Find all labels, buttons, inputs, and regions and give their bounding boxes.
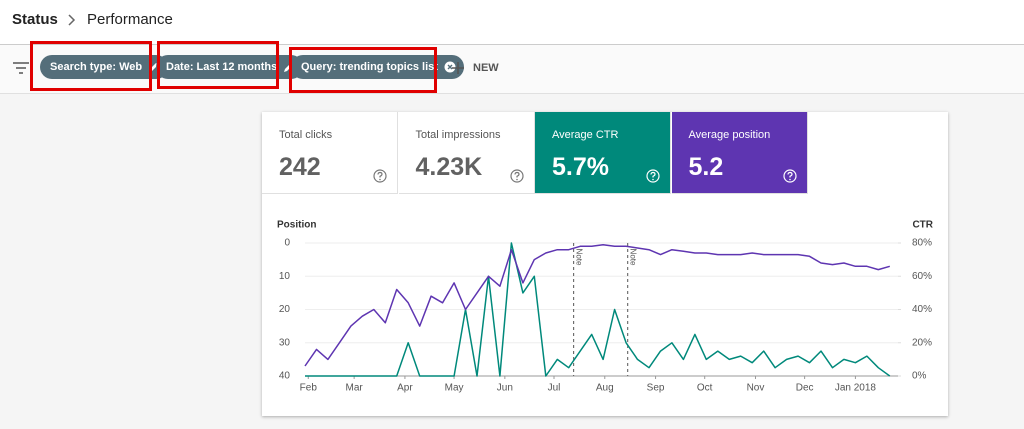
- highlight-box: [30, 41, 152, 91]
- y-tick-label: 20: [279, 304, 291, 315]
- metric-tile[interactable]: Average CTR 5.7%: [535, 112, 671, 194]
- x-tick-label: Jan 2018: [835, 383, 877, 394]
- metric-label: Average CTR: [552, 129, 619, 141]
- chip-label: Query: trending topics list: [301, 61, 438, 73]
- y-tick-label: 40: [279, 371, 291, 382]
- help-icon[interactable]: [646, 169, 660, 183]
- chart: Position CTR 0 10 20 30 40 0% 20% 40% 60% 80% Feb M…: [277, 220, 934, 394]
- y2-tick-label: 0%: [912, 371, 927, 382]
- breadcrumb[interactable]: Status: [12, 11, 58, 28]
- filter-bar: Search type: Web Date: Last 12 months Qu…: [0, 45, 1024, 94]
- x-tick-label: Jun: [497, 383, 513, 394]
- y2-tick-label: 80%: [912, 238, 932, 249]
- metric-tile[interactable]: Total impressions 4.23K: [398, 112, 535, 194]
- metric-tile[interactable]: Total clicks 242: [262, 112, 398, 194]
- note-label: Note: [575, 249, 584, 266]
- metric-tile[interactable]: Average position 5.2: [671, 112, 808, 194]
- x-tick-label: Jul: [548, 383, 561, 394]
- x-tick-label: Feb: [300, 383, 318, 394]
- metric-label: Average position: [688, 129, 771, 141]
- x-tick-label: Mar: [346, 383, 364, 394]
- series-line: [304, 243, 891, 367]
- x-tick-label: Aug: [596, 383, 614, 394]
- x-tick-label: Sep: [647, 383, 665, 394]
- help-icon[interactable]: [373, 169, 387, 183]
- top-bar: Status Performance: [0, 0, 1024, 45]
- series-line: [305, 242, 891, 377]
- help-icon[interactable]: [782, 169, 797, 183]
- chip-label: Date: Last 12 months: [166, 61, 278, 73]
- chevron: [68, 14, 76, 26]
- performance-card: Total clicks 242 Total impressions 4.23K Ave…: [262, 112, 948, 416]
- clear-icon[interactable]: [444, 61, 456, 73]
- filter-icon[interactable]: [13, 61, 29, 75]
- metric-value: 4.23K: [415, 153, 483, 181]
- y-tick-label: 10: [279, 271, 291, 282]
- x-tick-label: Oct: [697, 383, 713, 394]
- page-title: Performance: [87, 11, 173, 28]
- highlight-box: [157, 41, 279, 89]
- chip-label: Search type: Web: [50, 61, 143, 73]
- y-tick-label: 30: [279, 337, 291, 348]
- y-tick-label: 0: [284, 238, 290, 249]
- metric-value: 5.2: [688, 153, 724, 181]
- x-tick-label: May: [445, 383, 464, 394]
- plus-icon[interactable]: [451, 61, 465, 75]
- metric-value: 242: [279, 153, 321, 181]
- x-tick-label: Apr: [397, 383, 413, 394]
- note-label: Note: [629, 249, 638, 266]
- y2-tick-label: 40%: [912, 304, 932, 315]
- metric-value: 5.7%: [552, 153, 609, 181]
- x-tick-label: Dec: [796, 383, 814, 394]
- help-icon[interactable]: [509, 169, 524, 183]
- x-tick-label: Nov: [747, 383, 765, 394]
- new-button[interactable]: NEW: [473, 62, 499, 74]
- y2-tick-label: 60%: [912, 271, 932, 282]
- y-axis-label: Position: [277, 220, 316, 231]
- metric-label: Total impressions: [415, 129, 501, 141]
- metric-label: Total clicks: [279, 129, 333, 141]
- y2-axis-label: CTR: [912, 220, 933, 231]
- filter-chip[interactable]: Search type: Web: [40, 55, 169, 79]
- highlight-box: [289, 47, 437, 93]
- y2-tick-label: 20%: [912, 337, 932, 348]
